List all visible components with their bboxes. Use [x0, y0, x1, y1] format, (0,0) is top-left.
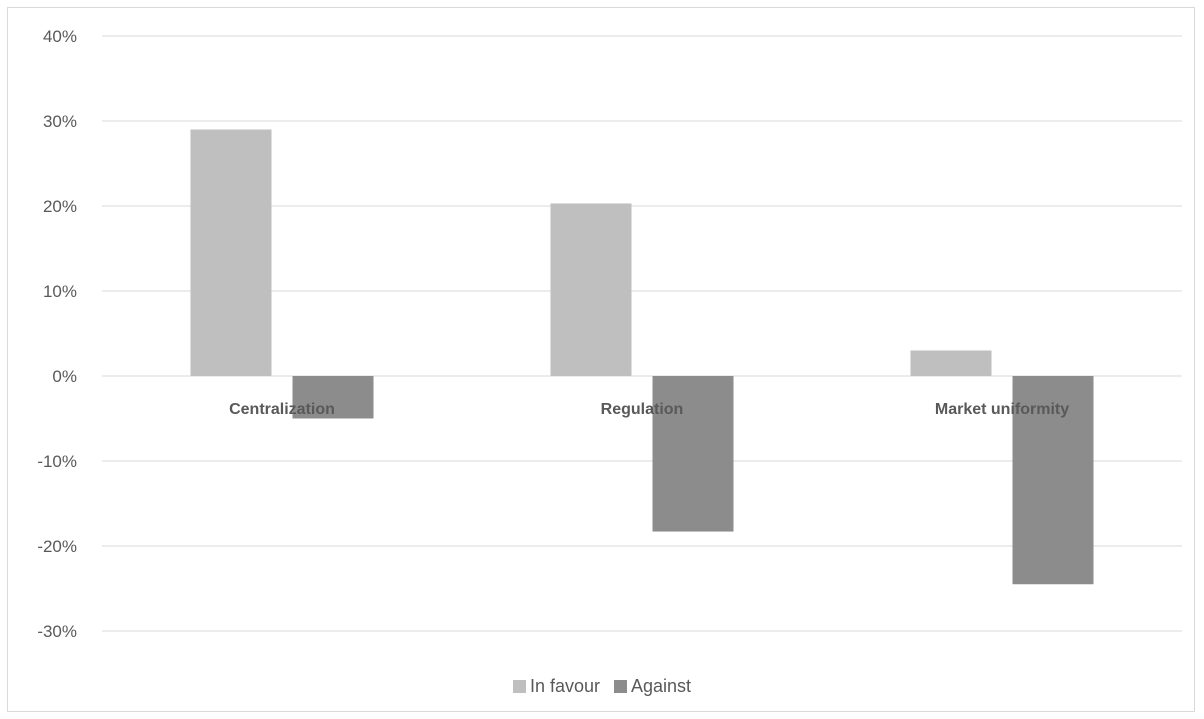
category-label: Regulation [601, 401, 684, 418]
bar-against [652, 376, 734, 532]
y-tick-label: 30% [43, 112, 77, 131]
legend-swatch-against [614, 679, 627, 693]
bar-in-favour [910, 350, 992, 376]
y-tick-label: -10% [37, 452, 77, 471]
y-tick-label: -20% [37, 537, 77, 556]
y-tick-label: 40% [43, 27, 77, 46]
bar-against [1012, 376, 1094, 585]
legend-item-against: Against [614, 676, 691, 697]
y-tick-label: 20% [43, 197, 77, 216]
y-tick-label: 0% [52, 367, 77, 386]
y-tick-label: 10% [43, 282, 77, 301]
legend-label-against: Against [631, 675, 692, 696]
bar-in-favour [550, 203, 632, 376]
category-label: Market uniformity [935, 401, 1069, 418]
legend-label-in-favour: In favour [529, 675, 600, 696]
bar-against [292, 376, 374, 419]
category-label: Centralization [229, 401, 335, 418]
bar-in-favour [190, 129, 272, 376]
legend-swatch-in-favour [512, 679, 526, 693]
y-tick-label: -30% [37, 622, 77, 641]
legend-item-in-favour: In favour [512, 675, 600, 697]
legend: In favour Against [0, 672, 1204, 700]
